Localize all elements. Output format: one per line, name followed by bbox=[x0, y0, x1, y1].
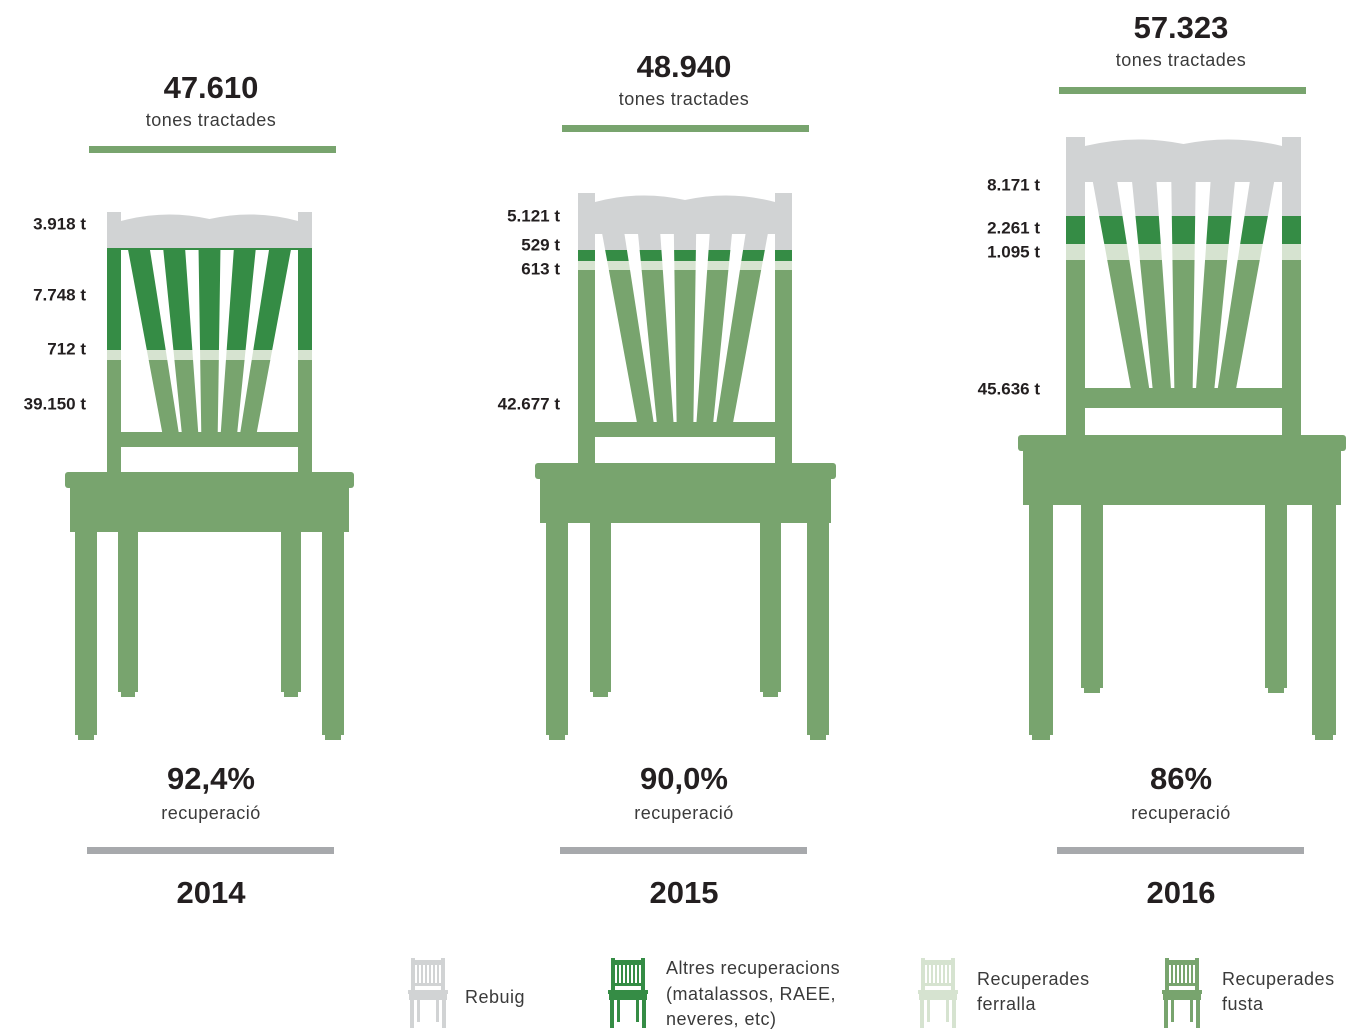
chair-leg bbox=[1312, 504, 1336, 740]
chair-band bbox=[105, 202, 314, 248]
chair-leg bbox=[546, 522, 568, 740]
chair-seat bbox=[65, 472, 354, 488]
segment-label: 7.748 t bbox=[33, 285, 86, 304]
year: 2014 bbox=[177, 875, 247, 910]
chair-leg bbox=[1029, 504, 1053, 740]
chair-band bbox=[576, 261, 794, 270]
legend-label: Recuperades bbox=[1222, 969, 1335, 989]
legend-icon bbox=[608, 958, 648, 1028]
segment-label: 529 t bbox=[521, 235, 560, 254]
chair-band bbox=[105, 248, 314, 350]
legend-label: Altres recuperacions bbox=[666, 958, 840, 978]
segment-label: 39.150 t bbox=[24, 394, 87, 413]
legend-item: Altres recuperacions (matalassos, RAEE, ne… bbox=[608, 958, 840, 1029]
chair-seat bbox=[1018, 435, 1346, 451]
chair-band bbox=[1064, 260, 1303, 439]
legend-icon bbox=[1162, 958, 1202, 1028]
segment-label: 45.636 t bbox=[978, 379, 1041, 398]
chair-band bbox=[1064, 244, 1303, 260]
year: 2016 bbox=[1147, 875, 1216, 910]
chair-apron bbox=[70, 486, 349, 532]
chair-apron bbox=[540, 477, 831, 523]
legend-label: fusta bbox=[1222, 994, 1264, 1014]
chair-band bbox=[105, 360, 314, 476]
chair-band bbox=[105, 350, 314, 360]
chair-band bbox=[1064, 216, 1303, 244]
divider bbox=[560, 847, 807, 854]
segment-label: 42.677 t bbox=[498, 394, 561, 413]
legend-label: ferralla bbox=[977, 994, 1037, 1014]
divider bbox=[1059, 87, 1306, 94]
chair-leg bbox=[760, 522, 781, 697]
year: 2015 bbox=[650, 875, 719, 910]
divider bbox=[87, 847, 334, 854]
segment-label: 613 t bbox=[521, 259, 560, 278]
legend-label: Recuperades bbox=[977, 969, 1090, 989]
segment-label: 1.095 t bbox=[987, 242, 1040, 261]
legend-item: Recuperades fusta bbox=[1162, 958, 1335, 1028]
panel: 48.940 tones tractades 5.121 t 529 t 613 t 42… bbox=[498, 49, 836, 910]
chair-leg bbox=[807, 522, 829, 740]
total: 47.610 bbox=[164, 70, 259, 105]
chair-leg bbox=[1081, 504, 1103, 693]
legend-icon bbox=[918, 958, 958, 1028]
segment-label: 5.121 t bbox=[507, 206, 560, 225]
chair-leg bbox=[118, 531, 138, 697]
legend-label: Rebuig bbox=[465, 987, 525, 1007]
chair-seat bbox=[535, 463, 836, 479]
chair-band bbox=[1064, 127, 1303, 216]
recovery-label: recuperació bbox=[634, 803, 734, 823]
divider bbox=[562, 125, 809, 132]
recovery: 86% bbox=[1150, 761, 1212, 796]
legend-label: (matalassos, RAEE, bbox=[666, 984, 836, 1004]
chair-back bbox=[576, 183, 794, 467]
chair-leg bbox=[590, 522, 611, 697]
chair-apron bbox=[1023, 449, 1341, 505]
divider bbox=[1057, 847, 1304, 854]
total-label: tones tractades bbox=[146, 110, 277, 130]
legend-icon bbox=[408, 958, 448, 1028]
chair-back bbox=[1064, 127, 1303, 439]
chair-band bbox=[576, 250, 794, 261]
total: 57.323 bbox=[1134, 10, 1229, 45]
legend-label: neveres, etc) bbox=[666, 1009, 777, 1029]
divider bbox=[89, 146, 336, 153]
recovery-label: recuperació bbox=[1131, 803, 1231, 823]
chair-leg bbox=[1265, 504, 1287, 693]
chair-leg bbox=[75, 531, 97, 740]
chair-band bbox=[576, 183, 794, 250]
legend-item: Recuperades ferralla bbox=[918, 958, 1090, 1028]
chair-back bbox=[105, 202, 314, 476]
panel: 47.610 tones tractades 3.918 t 7.748 t 712 t… bbox=[24, 70, 354, 910]
panel: 57.323 tones tractades 8.171 t 2.261 t 1.095… bbox=[978, 10, 1346, 910]
recovery-label: recuperació bbox=[161, 803, 261, 823]
recovery: 92,4% bbox=[167, 761, 255, 796]
segment-label: 712 t bbox=[47, 339, 86, 358]
legend-item: Rebuig bbox=[408, 958, 525, 1028]
infographic: 47.610 tones tractades 3.918 t 7.748 t 712 t… bbox=[0, 0, 1347, 1029]
segment-label: 2.261 t bbox=[987, 218, 1040, 237]
chair-leg bbox=[322, 531, 344, 740]
total: 48.940 bbox=[637, 49, 732, 84]
chair-band bbox=[576, 270, 794, 467]
recovery: 90,0% bbox=[640, 761, 728, 796]
total-label: tones tractades bbox=[619, 89, 750, 109]
chair-leg bbox=[281, 531, 301, 697]
total-label: tones tractades bbox=[1116, 50, 1247, 70]
segment-label: 3.918 t bbox=[33, 214, 86, 233]
segment-label: 8.171 t bbox=[987, 175, 1040, 194]
